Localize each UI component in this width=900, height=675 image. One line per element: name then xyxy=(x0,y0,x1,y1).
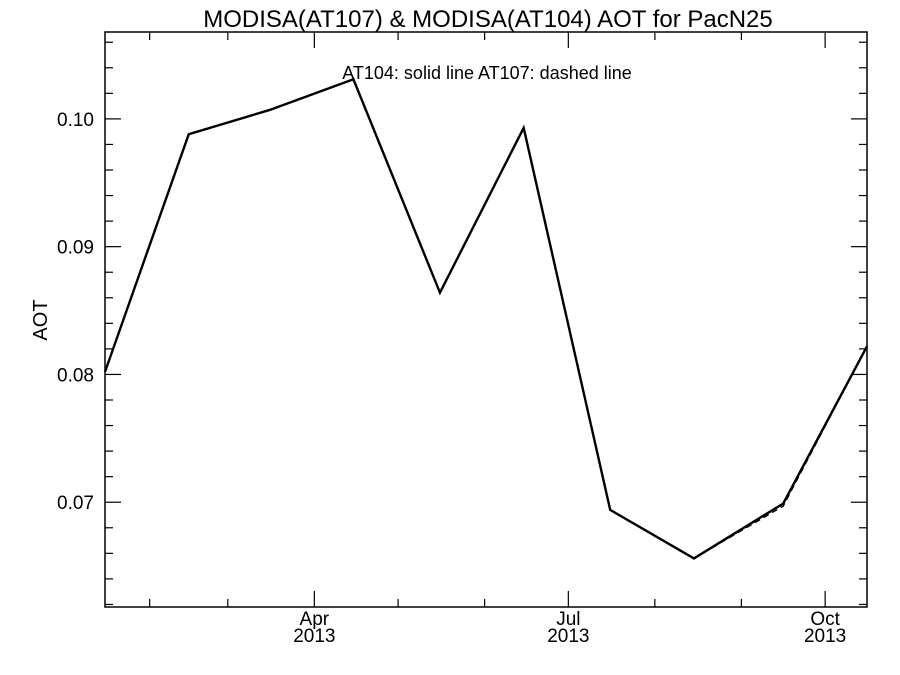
x-tick-label-month: Apr xyxy=(300,609,330,630)
series-layer xyxy=(103,77,869,560)
x-tick-label-month: Jul xyxy=(556,609,580,630)
x-tick-label-month: Oct xyxy=(810,609,840,630)
y-tick-label: 0.09 xyxy=(57,238,94,259)
y-tick-label: 0.08 xyxy=(57,365,94,386)
ticks-layer xyxy=(105,32,867,607)
series-annotation: AT104: solid line AT107: dashed line xyxy=(342,63,632,83)
x-tick-label-year: 2013 xyxy=(293,626,335,647)
y-tick-label: 0.10 xyxy=(57,110,94,131)
plot-frame xyxy=(104,31,868,608)
y-axis-label: AOT xyxy=(30,299,52,340)
y-tick-label: 0.07 xyxy=(57,493,94,514)
chart-title: MODISA(AT107) & MODISA(AT104) AOT for Pa… xyxy=(203,6,773,33)
series-line-at104 xyxy=(103,77,869,560)
series-line-at107 xyxy=(104,78,868,560)
x-tick-label-year: 2013 xyxy=(804,626,846,647)
x-tick-label-year: 2013 xyxy=(547,626,589,647)
